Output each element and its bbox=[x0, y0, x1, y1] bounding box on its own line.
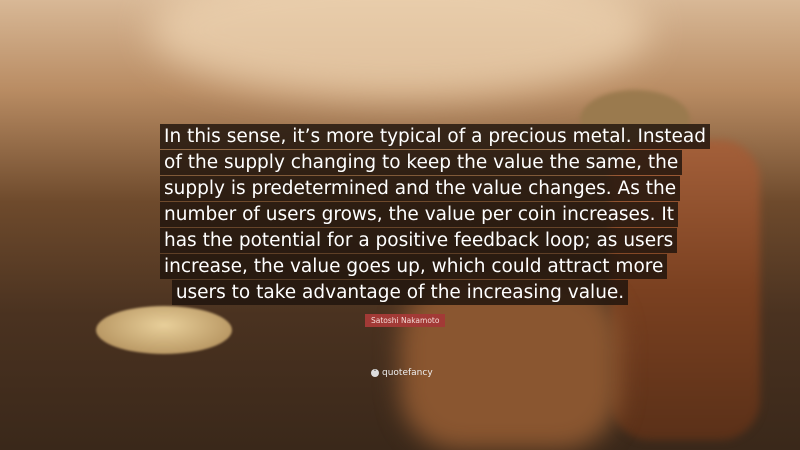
coin bbox=[96, 306, 232, 354]
quote-line: In this sense, it’s more typical of a pr… bbox=[160, 124, 710, 149]
quote-line: users to take advantage of the increasin… bbox=[171, 280, 629, 305]
brand-logo: “ quotefancy bbox=[371, 368, 433, 378]
quote-line: number of users grows, the value per coi… bbox=[160, 202, 679, 227]
background-light bbox=[150, 0, 650, 100]
quote-line: of the supply changing to keep the value… bbox=[160, 150, 683, 175]
coin-stack bbox=[400, 280, 620, 450]
author-badge: Satoshi Nakamoto bbox=[365, 314, 446, 327]
quote-line: has the potential for a positive feedbac… bbox=[160, 228, 678, 253]
quote-mark-icon: “ bbox=[371, 369, 379, 377]
quote-line: supply is predetermined and the value ch… bbox=[160, 176, 681, 201]
quote-line: increase, the value goes up, which could… bbox=[160, 254, 668, 279]
brand-name: quotefancy bbox=[382, 368, 433, 378]
quote-text: In this sense, it’s more typical of a pr… bbox=[160, 124, 710, 306]
